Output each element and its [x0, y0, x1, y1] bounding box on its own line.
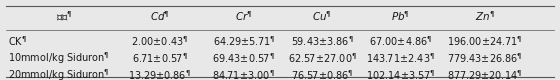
Text: 13.29±0.86$^{¶}$: 13.29±0.86$^{¶}$	[128, 68, 191, 80]
Text: Cd$^{¶}$: Cd$^{¶}$	[150, 9, 170, 23]
Text: 处理$^{¶}$: 处理$^{¶}$	[56, 9, 73, 23]
Text: 62.57±27.00$^{¶}$: 62.57±27.00$^{¶}$	[287, 52, 357, 65]
Text: 143.71±2.43$^{¶}$: 143.71±2.43$^{¶}$	[366, 52, 435, 65]
Text: CK$^{¶}$: CK$^{¶}$	[8, 35, 27, 48]
Text: 84.71±3.00$^{¶}$: 84.71±3.00$^{¶}$	[212, 68, 275, 80]
Text: 59.43±3.86$^{¶}$: 59.43±3.86$^{¶}$	[291, 35, 353, 48]
Text: 6.71±0.57$^{¶}$: 6.71±0.57$^{¶}$	[132, 52, 188, 65]
Text: 69.43±0.57$^{¶}$: 69.43±0.57$^{¶}$	[212, 52, 275, 65]
Text: 20mmol/kg Siduron$^{¶}$: 20mmol/kg Siduron$^{¶}$	[8, 67, 110, 80]
Text: 102.14±3.57$^{¶}$: 102.14±3.57$^{¶}$	[366, 68, 435, 80]
Text: Zn$^{¶}$: Zn$^{¶}$	[474, 9, 494, 23]
Text: 196.00±24.71$^{¶}$: 196.00±24.71$^{¶}$	[447, 35, 522, 48]
Text: Cr$^{¶}$: Cr$^{¶}$	[235, 9, 253, 23]
Text: Pb$^{¶}$: Pb$^{¶}$	[391, 9, 410, 23]
Text: Cu$^{¶}$: Cu$^{¶}$	[312, 9, 332, 23]
Text: 67.00±4.86$^{¶}$: 67.00±4.86$^{¶}$	[369, 35, 432, 48]
Text: 64.29±5.71$^{¶}$: 64.29±5.71$^{¶}$	[213, 35, 274, 48]
Text: 779.43±26.86$^{¶}$: 779.43±26.86$^{¶}$	[447, 52, 522, 65]
Text: 2.00±0.43$^{¶}$: 2.00±0.43$^{¶}$	[131, 35, 188, 48]
Text: 10mmol/kg Siduron$^{¶}$: 10mmol/kg Siduron$^{¶}$	[8, 50, 110, 66]
Text: 877.29±20.14$^{¶}$: 877.29±20.14$^{¶}$	[447, 68, 522, 80]
Text: 76.57±0.86$^{¶}$: 76.57±0.86$^{¶}$	[291, 68, 353, 80]
